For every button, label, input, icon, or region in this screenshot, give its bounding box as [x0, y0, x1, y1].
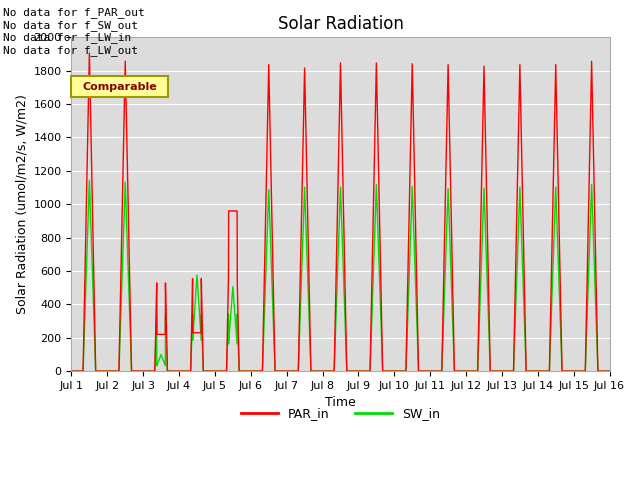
Legend: PAR_in, SW_in: PAR_in, SW_in	[236, 402, 445, 425]
PAR_in	[198, 315, 206, 321]
Line: PAR_in: PAR_in	[72, 53, 609, 371]
SW_in	[605, 368, 613, 374]
Y-axis label: Solar Radiation (umol/m2/s, W/m2): Solar Radiation (umol/m2/s, W/m2)	[15, 94, 28, 314]
PAR_in	[308, 368, 316, 374]
PAR_in	[605, 368, 613, 374]
Text: No data for f_PAR_out
No data for f_SW_out
No data for f_LW_in
No data for f_LW_: No data for f_PAR_out No data for f_SW_o…	[3, 7, 145, 56]
PAR_in	[86, 50, 93, 56]
SW_in	[308, 368, 316, 374]
Title: Solar Radiation: Solar Radiation	[278, 15, 403, 33]
SW_in	[195, 308, 203, 314]
SW_in	[193, 279, 200, 285]
SW_in	[68, 368, 76, 374]
PAR_in	[195, 330, 203, 336]
SW_in	[602, 368, 609, 374]
PAR_in	[602, 368, 609, 374]
Line: SW_in: SW_in	[72, 180, 609, 371]
SW_in	[271, 349, 278, 355]
X-axis label: Time: Time	[325, 396, 356, 409]
SW_in	[198, 336, 206, 342]
PAR_in	[271, 336, 278, 342]
PAR_in	[193, 330, 200, 336]
SW_in	[86, 178, 93, 183]
PAR_in	[68, 368, 76, 374]
